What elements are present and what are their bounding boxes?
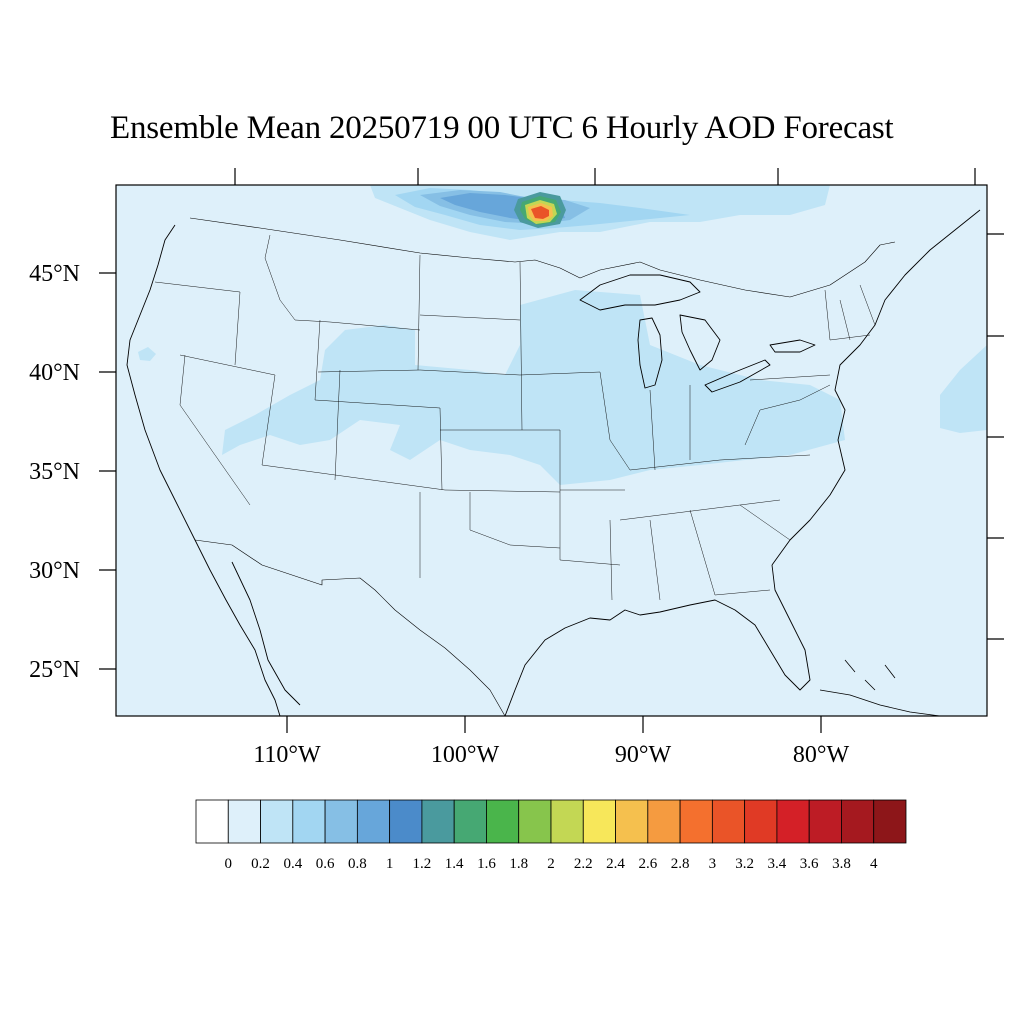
colorbar-swatch	[227, 799, 261, 844]
map-frame	[115, 184, 988, 717]
bottom-ticks	[286, 716, 822, 733]
colorbar-tick-label: 1.8	[509, 856, 528, 872]
lake-ontario	[769, 339, 816, 353]
colorbar-swatch	[260, 799, 294, 844]
latitude-labels: 45°N 40°N 35°N 30°N 25°N	[29, 261, 80, 683]
lake-huron	[679, 314, 721, 371]
lon-label: 100°W	[431, 742, 500, 768]
colorbar-swatch	[550, 799, 584, 844]
colorbar-swatch	[711, 799, 746, 844]
colorbar-swatch	[356, 799, 391, 844]
colorbar-tick-label: 2.2	[574, 856, 593, 872]
colorbar-swatch	[582, 799, 616, 844]
colorbar-tick-label: 3.4	[768, 856, 787, 872]
colorbar-tick-label: 2.4	[606, 856, 625, 872]
colorbar-tick-label: 2.6	[638, 856, 657, 872]
pacific-coastline	[126, 224, 281, 716]
lat-label: 35°N	[29, 459, 80, 485]
gulf-coastline	[504, 564, 811, 716]
colorbar-swatch	[776, 799, 810, 844]
colorbar-swatch	[647, 799, 681, 844]
colorbar-swatch	[873, 799, 907, 844]
colorbar-swatch	[486, 799, 520, 844]
colorbar-tick-label: 2	[547, 856, 555, 872]
lat-label: 40°N	[29, 360, 80, 386]
lake-michigan	[637, 317, 663, 389]
colorbar-swatch	[841, 799, 875, 844]
colorbar-tick-label: 0	[225, 856, 233, 872]
colorbar-tick-label: 3.8	[832, 856, 851, 872]
lat-label: 30°N	[29, 558, 80, 584]
state-borders	[154, 234, 876, 601]
geographic-lines	[126, 209, 981, 716]
colorbar-swatch	[615, 799, 649, 844]
lat-label: 25°N	[29, 657, 80, 683]
aod-region-california-spot	[138, 347, 156, 361]
caribbean-islands	[819, 689, 941, 716]
aod-field	[138, 185, 987, 485]
colorbar-tick-label: 0.2	[251, 856, 270, 872]
colorbar: 0 0.2 0.4 0.6 0.8 1 1.2 1.4 1.6 1.8 2 2.2 2.4 2.6 2.8 3…	[195, 799, 907, 872]
lon-label: 90°W	[615, 742, 672, 768]
aod-region-midwest	[222, 290, 845, 485]
colorbar-tick-label: 1	[386, 856, 394, 872]
colorbar-tick-label: 1.4	[445, 856, 464, 872]
lake-superior	[579, 274, 701, 311]
aod-region-atlantic	[940, 345, 987, 433]
colorbar-swatch	[389, 799, 423, 844]
colorbar-tick-label: 0.8	[348, 856, 367, 872]
top-ticks	[234, 168, 976, 185]
lake-erie	[704, 359, 771, 393]
colorbar-tick-label: 0.4	[283, 856, 302, 872]
colorbar-swatch	[421, 799, 455, 844]
colorbar-swatch	[195, 799, 229, 844]
colorbar-swatch	[744, 799, 778, 844]
colorbar-swatch	[518, 799, 552, 844]
bahamas-islands	[844, 659, 896, 691]
canada-border	[189, 217, 896, 298]
lat-label: 45°N	[29, 261, 80, 287]
colorbar-tick-label: 0.6	[316, 856, 335, 872]
colorbar-tick-label: 1.6	[477, 856, 496, 872]
colorbar-tick-label: 1.2	[413, 856, 432, 872]
mexico-border	[194, 539, 506, 716]
aod-region-plume-core	[531, 206, 549, 219]
colorbar-tick-label: 3.6	[800, 856, 819, 872]
lon-label: 80°W	[793, 742, 850, 768]
colorbar-tick-label: 3	[709, 856, 717, 872]
colorbar-swatch	[453, 799, 487, 844]
longitude-labels: 110°W 100°W 90°W 80°W	[253, 742, 849, 768]
right-ticks	[987, 233, 1004, 640]
colorbar-swatch	[808, 799, 842, 844]
colorbar-tick-label: 4	[870, 856, 878, 872]
lon-label: 110°W	[253, 742, 321, 768]
colorbar-swatch	[324, 799, 358, 844]
map-title: Ensemble Mean 20250719 00 UTC 6 Hourly A…	[110, 110, 894, 146]
gulf-of-california-coast	[231, 561, 301, 706]
colorbar-tick-label: 3.2	[735, 856, 754, 872]
colorbar-tick-label: 2.8	[671, 856, 690, 872]
colorbar-swatch	[679, 799, 713, 844]
left-ticks	[99, 272, 116, 670]
atlantic-coastline	[771, 209, 981, 566]
colorbar-swatch	[292, 799, 326, 844]
